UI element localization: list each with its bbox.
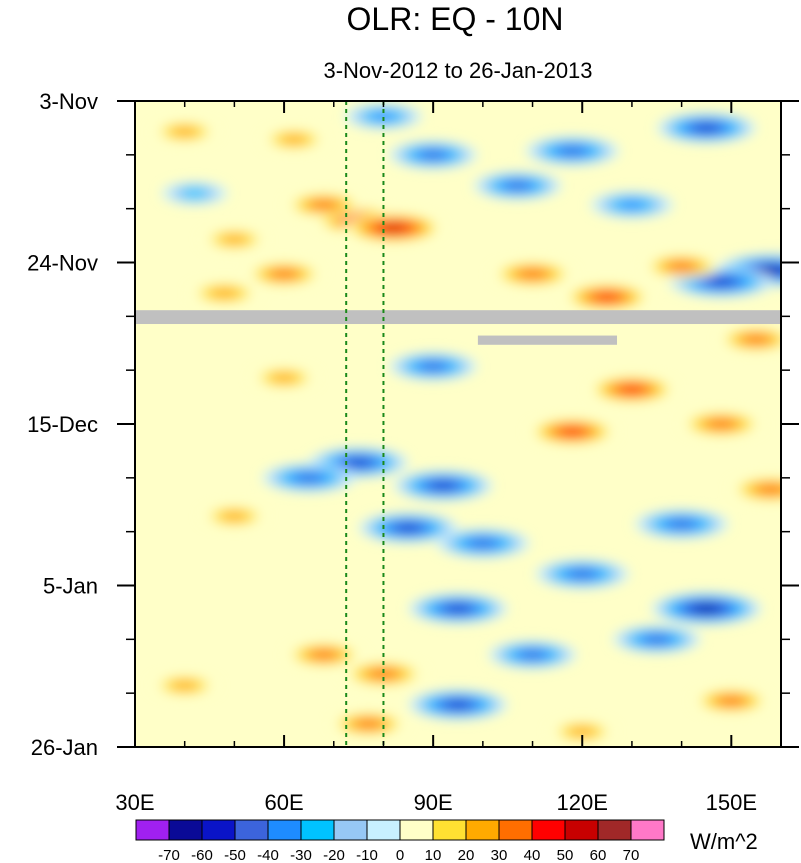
anomaly-blob: [743, 335, 769, 344]
colorbar-swatch: [531, 819, 566, 841]
colorbar-label: 50: [557, 847, 574, 863]
colorbar-label: -40: [257, 847, 279, 863]
anomaly-blob: [311, 200, 337, 210]
x-tick-label: 120E: [557, 790, 608, 815]
anomaly-blob: [446, 605, 470, 613]
anomaly-blob: [396, 524, 420, 532]
anomaly-blob: [220, 511, 249, 522]
anomaly-blob: [595, 293, 620, 301]
anomaly-blob: [269, 372, 299, 383]
anomaly-blob: [355, 719, 382, 729]
missing-data-band: [477, 335, 618, 345]
anomaly-blob: [695, 605, 718, 612]
colorbar-swatch: [168, 819, 203, 841]
y-tick-label: 24-Nov: [27, 251, 98, 276]
anomaly-blob: [170, 126, 199, 137]
colorbar-label: 70: [623, 847, 640, 863]
colorbar-swatch: [465, 819, 500, 841]
anomaly-blob: [220, 234, 249, 245]
colorbar-swatch: [135, 819, 170, 841]
anomaly-blob: [347, 458, 371, 466]
colorbar-swatch: [300, 819, 335, 841]
colorbar-label: 20: [458, 847, 475, 863]
anomaly-blob: [668, 262, 695, 271]
colorbar-label: 10: [425, 847, 442, 863]
chart-title: OLR: EQ - 10N: [347, 1, 564, 37]
colorbar-swatch: [498, 819, 533, 841]
anomaly-blob: [757, 484, 781, 494]
x-tick-label: 150E: [706, 790, 757, 815]
anomaly-blob: [170, 680, 199, 691]
anomaly-blob: [369, 669, 398, 679]
anomaly-blob: [760, 266, 781, 274]
anomaly-blob: [520, 650, 545, 659]
y-tick-label: 3-Nov: [39, 89, 98, 114]
y-tick-label: 15-Dec: [27, 412, 98, 437]
anomaly-blob: [568, 726, 597, 737]
colorbar-swatch: [201, 819, 236, 841]
anomaly-blob: [569, 570, 595, 578]
anomaly-blob: [446, 701, 470, 709]
colorbar-label: 60: [590, 847, 607, 863]
colorbar-swatch: [630, 819, 665, 841]
colorbar-label: -70: [158, 847, 180, 863]
colorbar-units: W/m^2: [690, 829, 758, 854]
anomaly-field: [135, 101, 781, 747]
anomaly-blob: [431, 482, 455, 490]
anomaly-blob: [619, 385, 644, 394]
missing-data-band: [135, 310, 781, 325]
y-tick-label: 26-Jan: [31, 735, 98, 760]
anomaly-blob: [505, 181, 530, 190]
colorbar-swatch: [432, 819, 467, 841]
anomaly-blob: [382, 224, 405, 232]
colorbar-swatch: [399, 819, 434, 841]
colorbar-label: -20: [323, 847, 345, 863]
anomaly-blob: [180, 188, 209, 199]
anomaly-blob: [279, 134, 309, 145]
chart-subtitle: 3-Nov-2012 to 26-Jan-2013: [323, 58, 592, 83]
anomaly-blob: [209, 288, 240, 299]
anomaly-blob: [421, 151, 446, 159]
colorbar: -70 -60 -50 -40 -30 -20 -10 0 10 20 30 40 50 60 70: [135, 819, 665, 863]
anomaly-blob: [695, 124, 718, 132]
colorbar-swatch: [366, 819, 401, 841]
colorbar-swatch: [564, 819, 599, 841]
colorbar-label: -50: [224, 847, 246, 863]
anomaly-blob: [421, 362, 446, 371]
anomaly-blob: [709, 278, 734, 286]
y-tick-label: 5-Jan: [43, 574, 98, 599]
x-tick-label: 90E: [414, 790, 453, 815]
anomaly-blob: [718, 696, 745, 706]
colorbar-label: -10: [356, 847, 378, 863]
anomaly-blob: [470, 539, 496, 548]
colorbar-label: 40: [524, 847, 541, 863]
anomaly-blob: [644, 635, 669, 644]
colorbar-label: 30: [491, 847, 508, 863]
colorbar-label: -30: [290, 847, 312, 863]
anomaly-blob: [518, 269, 547, 279]
anomaly-blob: [271, 269, 297, 279]
colorbar-label: 0: [396, 847, 404, 863]
colorbar-label: -60: [191, 847, 213, 863]
anomaly-blob: [618, 200, 646, 210]
x-tick-label: 30E: [115, 790, 154, 815]
x-tick-label: 60E: [264, 790, 303, 815]
anomaly-blob: [707, 419, 736, 429]
axes: 30E 60E 90E 120E 150E 3-Nov 24-Nov 15-Dec 5-Jan 2…: [27, 89, 799, 815]
anomaly-blob: [559, 147, 585, 155]
anomaly-blob: [296, 473, 322, 482]
anomaly-blob: [560, 427, 585, 436]
colorbar-swatch: [597, 819, 632, 841]
anomaly-blob: [311, 650, 337, 659]
colorbar-swatch: [333, 819, 368, 841]
anomaly-blob: [668, 520, 695, 528]
colorbar-swatch: [234, 819, 269, 841]
colorbar-swatch: [267, 819, 302, 841]
anomaly-blob: [370, 112, 397, 121]
